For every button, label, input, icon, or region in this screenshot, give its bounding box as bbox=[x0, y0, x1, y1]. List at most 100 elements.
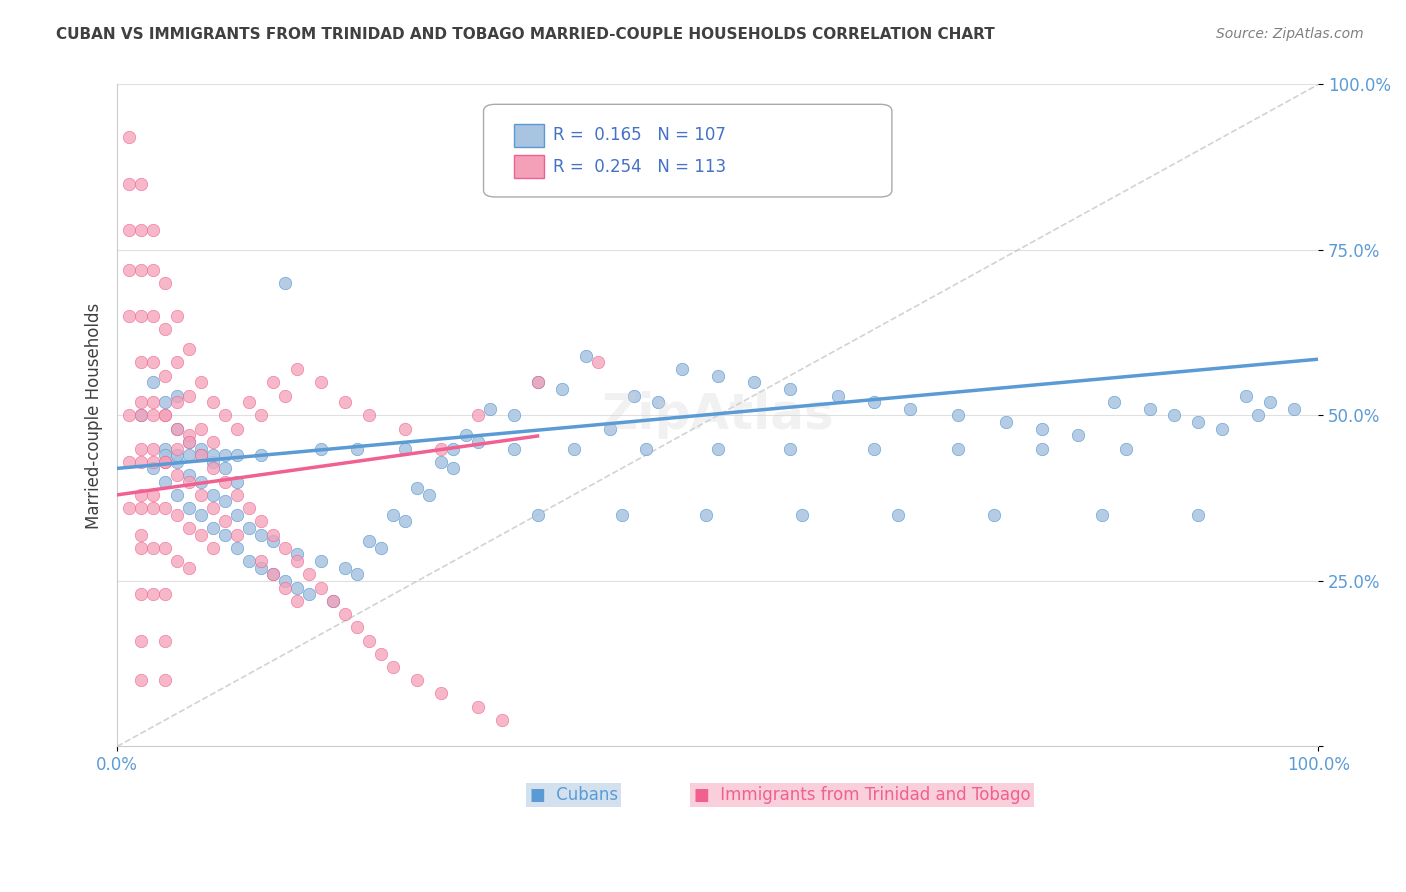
Point bbox=[526, 376, 548, 390]
Point bbox=[155, 322, 177, 336]
Point bbox=[647, 395, 669, 409]
Point bbox=[359, 633, 381, 648]
Point bbox=[142, 409, 165, 423]
Point bbox=[155, 455, 177, 469]
Point bbox=[202, 461, 225, 475]
Point bbox=[995, 415, 1018, 429]
Point bbox=[285, 594, 308, 608]
Point bbox=[129, 488, 152, 502]
Point bbox=[1258, 395, 1281, 409]
Point bbox=[179, 475, 201, 489]
Point bbox=[285, 554, 308, 568]
Point bbox=[370, 541, 392, 555]
Point bbox=[1091, 508, 1114, 522]
Point bbox=[166, 422, 188, 436]
Point bbox=[129, 262, 152, 277]
Point bbox=[226, 508, 249, 522]
Point bbox=[382, 508, 405, 522]
Point bbox=[418, 488, 440, 502]
Point bbox=[179, 501, 201, 516]
Point bbox=[1211, 422, 1233, 436]
Point bbox=[129, 527, 152, 541]
Point bbox=[155, 442, 177, 456]
Point bbox=[129, 177, 152, 191]
Point bbox=[179, 521, 201, 535]
Point bbox=[155, 395, 177, 409]
Point bbox=[238, 395, 260, 409]
Point bbox=[214, 514, 236, 528]
Point bbox=[118, 309, 141, 323]
Point bbox=[179, 343, 201, 357]
Point bbox=[155, 409, 177, 423]
Point bbox=[250, 560, 273, 574]
Point bbox=[118, 262, 141, 277]
Point bbox=[562, 442, 585, 456]
Point bbox=[129, 455, 152, 469]
Point bbox=[478, 401, 501, 416]
Point bbox=[238, 521, 260, 535]
Point bbox=[671, 362, 693, 376]
Point bbox=[311, 581, 333, 595]
Point bbox=[359, 409, 381, 423]
Point bbox=[1187, 415, 1209, 429]
Point bbox=[179, 468, 201, 483]
Point bbox=[250, 527, 273, 541]
Point bbox=[863, 395, 886, 409]
Point bbox=[262, 534, 284, 549]
Point bbox=[190, 475, 212, 489]
Point bbox=[179, 388, 201, 402]
Point bbox=[202, 488, 225, 502]
Point bbox=[226, 527, 249, 541]
Point bbox=[238, 501, 260, 516]
Point bbox=[706, 442, 728, 456]
Point bbox=[202, 434, 225, 449]
Point bbox=[142, 355, 165, 369]
Point bbox=[129, 587, 152, 601]
Point bbox=[142, 223, 165, 237]
Point bbox=[1284, 401, 1306, 416]
Point bbox=[285, 548, 308, 562]
Point bbox=[214, 448, 236, 462]
Y-axis label: Married-couple Households: Married-couple Households bbox=[86, 302, 103, 529]
Point bbox=[166, 395, 188, 409]
Point bbox=[226, 448, 249, 462]
Point bbox=[1247, 409, 1270, 423]
Point bbox=[226, 488, 249, 502]
Point bbox=[129, 541, 152, 555]
Point bbox=[190, 488, 212, 502]
Point bbox=[190, 527, 212, 541]
Point bbox=[129, 409, 152, 423]
Point bbox=[166, 442, 188, 456]
Point bbox=[526, 376, 548, 390]
Point bbox=[467, 699, 489, 714]
Point bbox=[142, 376, 165, 390]
Point bbox=[155, 475, 177, 489]
Point bbox=[695, 508, 717, 522]
Point bbox=[430, 455, 453, 469]
Point bbox=[311, 554, 333, 568]
Point bbox=[166, 508, 188, 522]
Point bbox=[214, 461, 236, 475]
Point bbox=[142, 541, 165, 555]
Point bbox=[118, 409, 141, 423]
Point bbox=[166, 388, 188, 402]
Point bbox=[335, 607, 357, 621]
Point bbox=[118, 223, 141, 237]
Point bbox=[274, 541, 297, 555]
Point bbox=[155, 448, 177, 462]
Point bbox=[129, 633, 152, 648]
Point bbox=[202, 521, 225, 535]
Point bbox=[311, 376, 333, 390]
Point bbox=[285, 362, 308, 376]
Point bbox=[1067, 428, 1090, 442]
Point bbox=[118, 130, 141, 145]
Point bbox=[526, 508, 548, 522]
Point bbox=[155, 368, 177, 383]
Point bbox=[250, 514, 273, 528]
Point bbox=[118, 177, 141, 191]
Point bbox=[166, 488, 188, 502]
Text: R =  0.165   N = 107: R = 0.165 N = 107 bbox=[553, 127, 725, 145]
Point bbox=[202, 541, 225, 555]
Point bbox=[129, 501, 152, 516]
Point bbox=[214, 494, 236, 508]
